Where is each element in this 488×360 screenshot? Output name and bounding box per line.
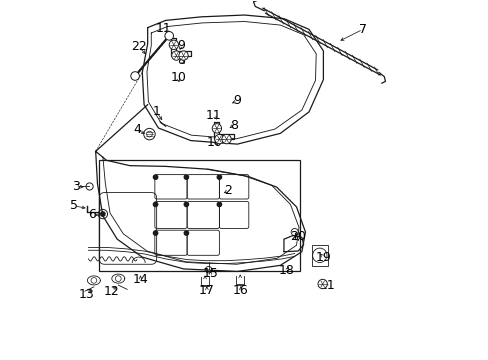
Text: 8: 8 xyxy=(177,54,184,67)
Text: 11: 11 xyxy=(156,22,171,35)
Circle shape xyxy=(153,231,158,235)
Text: 12: 12 xyxy=(104,285,120,298)
Text: 17: 17 xyxy=(199,284,214,297)
Circle shape xyxy=(317,279,326,289)
Text: 22: 22 xyxy=(131,40,146,53)
Text: 1: 1 xyxy=(152,105,160,118)
Text: 14: 14 xyxy=(132,273,148,286)
Circle shape xyxy=(131,72,139,80)
Text: 2: 2 xyxy=(224,184,232,197)
Circle shape xyxy=(222,134,231,144)
Text: 7: 7 xyxy=(358,23,366,36)
Bar xyxy=(311,244,327,266)
Circle shape xyxy=(171,51,181,60)
Text: 4: 4 xyxy=(133,123,141,136)
Text: 15: 15 xyxy=(202,267,218,280)
Circle shape xyxy=(153,175,158,179)
Text: 5: 5 xyxy=(70,199,78,212)
Text: 9: 9 xyxy=(233,94,241,107)
Text: 21: 21 xyxy=(319,279,334,292)
Circle shape xyxy=(290,228,298,235)
Circle shape xyxy=(184,202,188,207)
Circle shape xyxy=(101,212,105,216)
Circle shape xyxy=(164,32,173,40)
Bar xyxy=(99,160,300,271)
Text: 10: 10 xyxy=(207,136,223,149)
Circle shape xyxy=(184,231,188,235)
Circle shape xyxy=(217,202,221,207)
Circle shape xyxy=(184,175,188,179)
Text: 3: 3 xyxy=(72,180,80,193)
Circle shape xyxy=(212,124,221,133)
Text: 18: 18 xyxy=(278,264,294,277)
Text: 6: 6 xyxy=(88,208,96,221)
Circle shape xyxy=(217,175,221,179)
Circle shape xyxy=(214,134,224,144)
Circle shape xyxy=(153,202,158,207)
Text: 9: 9 xyxy=(177,39,184,52)
Text: 16: 16 xyxy=(233,284,248,297)
Text: 19: 19 xyxy=(315,251,330,264)
Text: 10: 10 xyxy=(170,71,186,84)
Text: 20: 20 xyxy=(290,230,305,243)
Text: 13: 13 xyxy=(79,288,94,301)
Text: 8: 8 xyxy=(229,119,237,132)
Circle shape xyxy=(169,40,178,49)
Circle shape xyxy=(179,51,188,60)
Text: 11: 11 xyxy=(206,109,222,122)
